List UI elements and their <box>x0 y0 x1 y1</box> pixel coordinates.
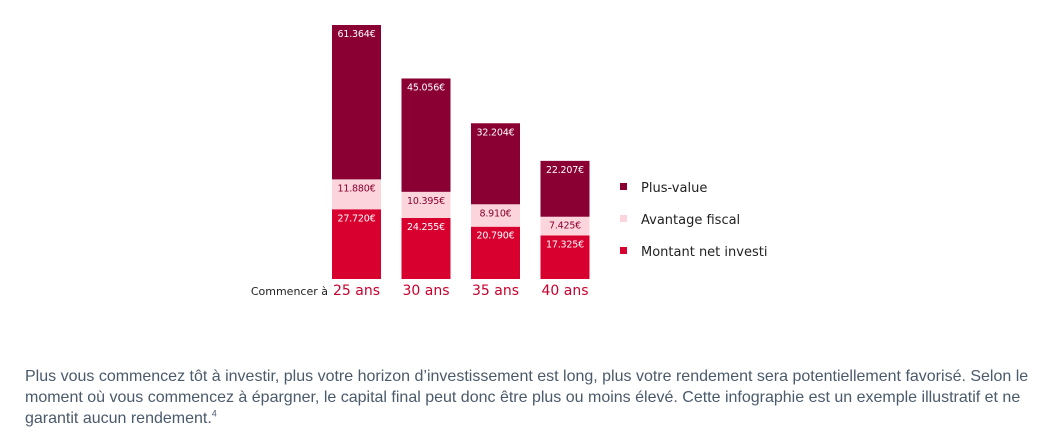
data-label-montant-net-investi-40-ans: 17.325€ <box>546 239 584 250</box>
data-label-plus-value-25-ans: 61.364€ <box>338 29 376 40</box>
data-label-avantage-fiscal-25-ans: 11.880€ <box>338 183 376 194</box>
caption-text: Plus vous commencez tôt à investir, plus… <box>25 366 1040 429</box>
bar-segment-plus-value-25-ans <box>332 25 381 180</box>
legend-swatch-plus-value <box>620 183 627 190</box>
category-label-30-ans: 30 ans <box>402 283 449 299</box>
data-label-plus-value-40-ans: 22.207€ <box>546 165 584 176</box>
bar-segment-avantage-fiscal-25-ans <box>332 179 381 210</box>
bar-segment-montant-net-investi-35-ans <box>471 226 520 279</box>
legend-label-plus-value: Plus-value <box>641 181 707 196</box>
legend-label-avantage-fiscal: Avantage fiscal <box>641 213 740 228</box>
bar-segment-montant-net-investi-25-ans <box>332 209 381 279</box>
legend: Plus-value Avantage fiscal Montant net inv… <box>620 181 767 260</box>
bar-segment-plus-value-35-ans <box>471 123 520 205</box>
legend-swatch-avantage-fiscal <box>620 215 627 222</box>
data-label-avantage-fiscal-35-ans: 8.910€ <box>479 208 511 219</box>
data-label-montant-net-investi-25-ans: 27.720€ <box>338 213 376 224</box>
segment-labels-group: 27.720€ 11.880€ 61.364€ 24.255€ 10.395€ 45.05… <box>338 29 585 250</box>
category-labels-group: 25 ans 30 ans 35 ans 40 ans <box>333 283 589 299</box>
data-label-montant-net-investi-35-ans: 20.790€ <box>477 231 515 242</box>
stacked-bar-chart: 27.720€ 11.880€ 61.364€ 24.255€ 10.395€ 45.05… <box>251 25 767 299</box>
bar-segment-montant-net-investi-40-ans <box>540 235 590 279</box>
axis-prefix-label: Commencer à <box>251 285 328 298</box>
category-label-40-ans: 40 ans <box>541 283 588 299</box>
bar-segment-avantage-fiscal-35-ans <box>471 204 520 227</box>
legend-label-montant-net-investi: Montant net investi <box>641 245 767 260</box>
bars-group <box>332 25 590 279</box>
data-label-montant-net-investi-30-ans: 24.255€ <box>407 222 445 233</box>
bar-segment-montant-net-investi-30-ans <box>401 217 451 279</box>
category-label-25-ans: 25 ans <box>333 283 380 299</box>
bar-segment-avantage-fiscal-30-ans <box>401 191 451 218</box>
data-label-avantage-fiscal-30-ans: 10.395€ <box>407 196 445 207</box>
data-label-avantage-fiscal-40-ans: 7.425€ <box>549 221 581 232</box>
category-label-35-ans: 35 ans <box>472 283 519 299</box>
data-label-plus-value-30-ans: 45.056€ <box>407 82 445 93</box>
bar-segment-plus-value-40-ans <box>540 160 590 217</box>
legend-swatch-montant-net-investi <box>620 247 627 254</box>
caption-body: Plus vous commencez tôt à investir, plus… <box>25 368 1029 427</box>
footnote-marker: 4 <box>211 408 217 419</box>
bar-segment-plus-value-30-ans <box>401 78 451 192</box>
bar-segment-avantage-fiscal-40-ans <box>540 216 590 236</box>
data-label-plus-value-35-ans: 32.204€ <box>477 127 515 138</box>
